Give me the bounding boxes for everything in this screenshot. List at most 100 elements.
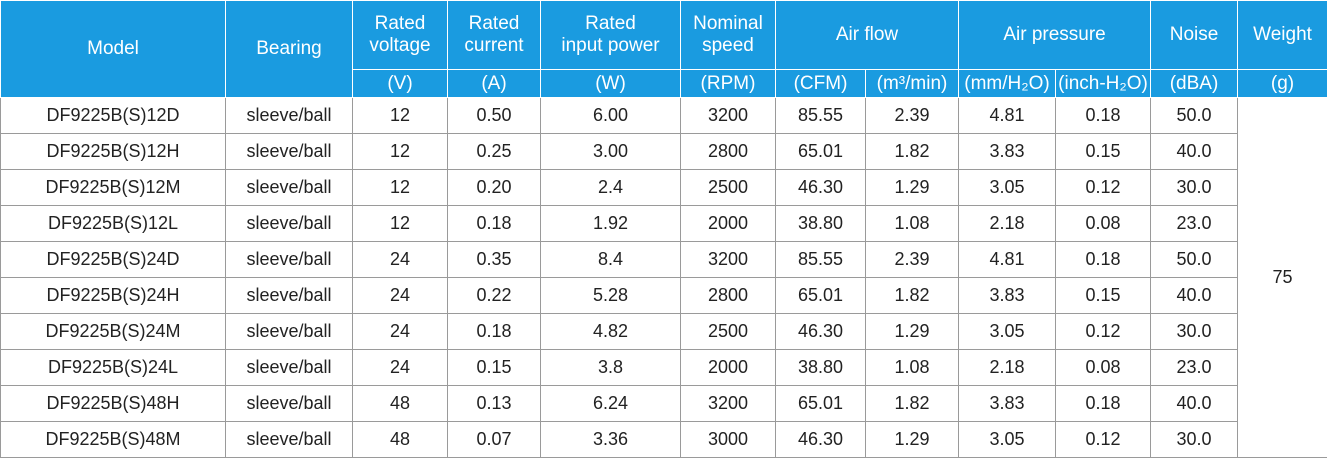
- data-cell: DF9225B(S)12M: [0, 169, 226, 206]
- data-cell: 50.0: [1150, 97, 1239, 134]
- data-cell: 0.18: [1055, 97, 1152, 134]
- table-body: DF9225B(S)12D sleeve/ball 12 0.50 6.00 3200 85…: [0, 97, 1327, 458]
- data-cell: 65.01: [775, 385, 866, 422]
- data-cell: DF9225B(S)24D: [0, 241, 226, 278]
- header-text: Nominal: [693, 13, 763, 34]
- data-cell: DF9225B(S)12H: [0, 133, 226, 170]
- unit-cell: (V): [352, 69, 448, 98]
- data-cell: 46.30: [775, 169, 866, 206]
- data-row: DF9225B(S)12H sleeve/ball 12 0.25 3.00 2800 65…: [0, 133, 1327, 170]
- data-cell: 0.35: [447, 241, 541, 278]
- data-cell: 0.08: [1055, 205, 1152, 242]
- weight-cell: 75: [1237, 97, 1327, 458]
- data-cell: sleeve/ball: [225, 277, 353, 314]
- data-cell: 38.80: [775, 205, 866, 242]
- header-cell: Air pressure: [958, 0, 1152, 70]
- data-cell: 48: [352, 421, 448, 458]
- data-row: DF9225B(S)24D sleeve/ball 24 0.35 8.4 3200 85.…: [0, 241, 1327, 278]
- header-cell: Weight: [1237, 0, 1327, 70]
- header-row: Model Bearing Rated voltage Rated current Rate…: [0, 0, 1327, 98]
- data-cell: 1.82: [864, 385, 960, 422]
- data-cell: 48: [352, 385, 448, 422]
- data-cell: 0.15: [447, 349, 541, 386]
- data-cell: 6.24: [540, 385, 681, 422]
- data-cell: 40.0: [1150, 133, 1239, 170]
- unit-cell: (W): [540, 69, 681, 98]
- data-cell: 12: [352, 169, 448, 206]
- data-cell: 3.05: [958, 313, 1057, 350]
- data-cell: 8.4: [540, 241, 681, 278]
- data-cell: 65.01: [775, 277, 866, 314]
- data-cell: 4.81: [958, 97, 1057, 134]
- data-cell: sleeve/ball: [225, 205, 353, 242]
- data-cell: 12: [352, 205, 448, 242]
- data-cell: DF9225B(S)48H: [0, 385, 226, 422]
- data-cell: 23.0: [1150, 205, 1239, 242]
- data-cell: 6.00: [540, 97, 681, 134]
- data-cell: 1.08: [864, 205, 960, 242]
- header-cell: Nominal speed: [680, 0, 776, 70]
- data-cell: 12: [352, 133, 448, 170]
- data-cell: 3200: [680, 97, 776, 134]
- data-cell: 0.12: [1055, 313, 1152, 350]
- data-cell: DF9225B(S)24L: [0, 349, 226, 386]
- data-cell: 12: [352, 97, 448, 134]
- data-cell: 24: [352, 313, 448, 350]
- data-cell: 30.0: [1150, 169, 1239, 206]
- data-cell: 2800: [680, 277, 776, 314]
- data-cell: 46.30: [775, 313, 866, 350]
- header-cell: Air flow: [774, 0, 960, 70]
- header-text: Air pressure: [1003, 24, 1106, 45]
- data-cell: 24: [352, 241, 448, 278]
- data-cell: 2500: [680, 169, 776, 206]
- data-cell: 2500: [680, 313, 776, 350]
- header-text: voltage: [369, 35, 431, 56]
- data-cell: 46.30: [775, 421, 866, 458]
- data-cell: 1.92: [540, 205, 681, 242]
- data-cell: DF9225B(S)12D: [0, 97, 226, 134]
- data-cell: 2.39: [864, 97, 960, 134]
- data-cell: 2000: [680, 205, 776, 242]
- data-cell: 0.20: [447, 169, 541, 206]
- data-cell: 2800: [680, 133, 776, 170]
- data-cell: 1.29: [864, 421, 960, 458]
- header-text: Rated: [374, 13, 426, 34]
- data-cell: sleeve/ball: [225, 313, 353, 350]
- data-cell: 2000: [680, 349, 776, 386]
- data-cell: 1.29: [864, 313, 960, 350]
- data-cell: 5.28: [540, 277, 681, 314]
- data-cell: 0.15: [1055, 277, 1152, 314]
- header-text: speed: [702, 35, 754, 56]
- header-text: input power: [561, 35, 660, 56]
- unit-cell: (dBA): [1150, 69, 1239, 98]
- data-cell: 0.07: [447, 421, 541, 458]
- header-text: current: [464, 35, 524, 56]
- header-cell: Noise: [1150, 0, 1239, 70]
- header-text: Rated: [585, 13, 636, 34]
- data-cell: 2.39: [864, 241, 960, 278]
- data-cell: 85.55: [775, 97, 866, 134]
- header-text: Air flow: [835, 24, 899, 45]
- unit-cell: (CFM): [775, 69, 866, 98]
- data-cell: 3.05: [958, 169, 1057, 206]
- data-cell: 3.00: [540, 133, 681, 170]
- unit-cell: (A): [447, 69, 541, 98]
- data-cell: 0.18: [1055, 241, 1152, 278]
- header-cell: Rated voltage: [352, 0, 448, 70]
- data-row: DF9225B(S)48H sleeve/ball 48 0.13 6.24 3200 65…: [0, 385, 1327, 422]
- unit-cell: (m³/min): [864, 69, 960, 98]
- header-text: Bearing: [256, 38, 322, 59]
- header-text: Model: [87, 38, 139, 59]
- data-cell: 0.13: [447, 385, 541, 422]
- data-cell: 40.0: [1150, 277, 1239, 314]
- data-row: DF9225B(S)12D sleeve/ball 12 0.50 6.00 3200 85…: [0, 97, 1327, 458]
- data-cell: DF9225B(S)48M: [0, 421, 226, 458]
- data-cell: 85.55: [775, 241, 866, 278]
- data-cell: 3.36: [540, 421, 681, 458]
- data-cell: sleeve/ball: [225, 385, 353, 422]
- data-cell: 40.0: [1150, 385, 1239, 422]
- data-cell: 2.18: [958, 205, 1057, 242]
- data-cell: 24: [352, 277, 448, 314]
- data-cell: sleeve/ball: [225, 133, 353, 170]
